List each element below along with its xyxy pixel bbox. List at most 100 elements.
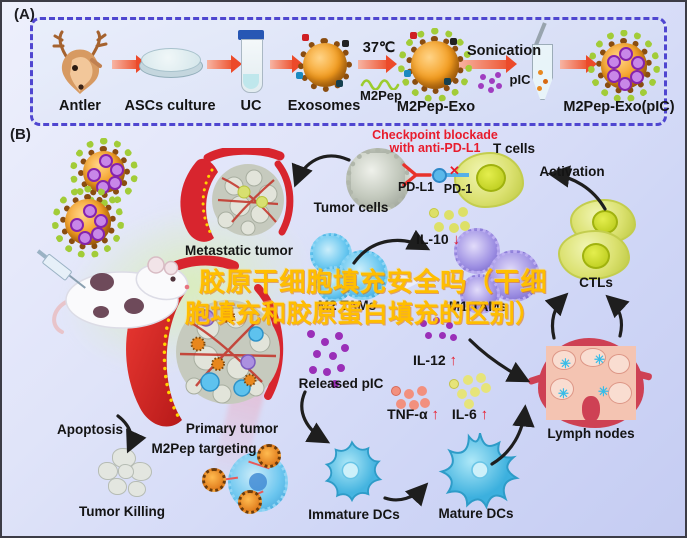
il6-label: IL-6 ↑: [452, 406, 488, 423]
lymph-hilum: [582, 396, 600, 422]
antler-label: Antler: [59, 98, 101, 114]
figure-frame: (A) Antler ASCs culture UC Exosomes 37℃ …: [0, 0, 687, 538]
up-arrow-icon: ↑: [431, 406, 439, 423]
lymph-dc-glyph: ✳: [598, 384, 609, 399]
released-pic-label: Released pIC: [298, 376, 384, 391]
pic-dot: [91, 227, 105, 241]
exosome-body: [411, 41, 459, 89]
il12-dots-cluster: [420, 320, 427, 327]
activation-label: Activation: [539, 164, 605, 179]
m2pep-exo-icon: [398, 28, 472, 102]
watermark-line2: 胞填充和胶原蛋白填充的区别）: [185, 300, 541, 328]
m2pep-label: M2Pep: [360, 88, 402, 103]
panel-a-tag: (A): [14, 6, 35, 23]
il6-dots-cluster: [449, 379, 459, 389]
m2-tam-cell-icon: [316, 266, 352, 302]
pic-dot: [78, 231, 92, 245]
immature-dc-icon: [324, 440, 383, 503]
m2pep-exo-pic-icon: [588, 30, 660, 102]
checkpoint-label-line1: Checkpoint blockade: [372, 128, 498, 142]
pic-dot: [110, 163, 124, 177]
mouse-icon: [52, 256, 190, 334]
exosomes-label: Exosomes: [287, 98, 361, 114]
pic-dot: [631, 56, 645, 70]
anti-pd-l1-antibody-icon: [402, 163, 432, 187]
apoptosis-label: Apoptosis: [57, 422, 123, 437]
tube-cap: [238, 30, 264, 40]
exosome-spikes: [298, 38, 352, 92]
cell-fragment: [108, 478, 127, 495]
m2pep-exo-pic-label: M2Pep-Exo(pIC): [563, 99, 675, 115]
exosome-spikes: [60, 194, 116, 250]
il10-dots-cluster: [429, 208, 439, 218]
flow-arrow-2: [207, 55, 242, 73]
cell-fragment: [128, 481, 146, 497]
tnf-label: TNF-α ↑: [387, 406, 439, 423]
mini-exosome-icon: [238, 490, 262, 514]
pic-dot: [607, 69, 621, 83]
down-arrow-icon: ↓: [452, 231, 461, 248]
pic-dot: [83, 204, 97, 218]
m1-tam-cell-icon: [460, 274, 500, 314]
flow-arrow-6: [560, 55, 597, 73]
exosome-proteins: [302, 34, 309, 41]
exosome-spikes: [406, 36, 464, 94]
flow-arrow-5: [458, 55, 517, 73]
pd-1-receptor-icon: [444, 173, 469, 177]
lymph-dc-glyph: ✳: [594, 352, 605, 367]
tumor-cells-label: Tumor cells: [313, 200, 389, 215]
t-cells-label: T cells: [492, 141, 536, 156]
tumor-killing-label: Tumor Killing: [79, 504, 165, 519]
mature-dc-icon: [438, 432, 520, 510]
ctl-nucleus: [582, 243, 610, 269]
il12-label: IL-12 ↑: [413, 352, 457, 369]
ctls-label: CTLs: [579, 275, 613, 290]
exosome-icon: [298, 34, 352, 92]
deer-antler-icon: [52, 30, 108, 94]
m2pep-fuzz: [52, 186, 124, 258]
m1-tams-label: M1 TAMs: [448, 299, 508, 314]
tnf-dots-cluster: [391, 386, 401, 396]
flow-arrow-3: [270, 55, 303, 73]
uc-label: UC: [240, 98, 262, 114]
primary-tumor-illustration: [126, 271, 284, 427]
cell-nucleus: [249, 473, 267, 491]
il10-text: IL-10: [415, 231, 449, 247]
play-watermark-icon: ▶: [400, 268, 419, 295]
il6-text: IL-6: [451, 406, 477, 422]
il10-label: IL-10 ↓: [416, 231, 460, 248]
petri-lid: [141, 48, 201, 72]
petri-dish-icon: [139, 44, 203, 80]
lymph-lobe: [608, 354, 630, 374]
immature-dcs-label: Immature DCs: [308, 507, 400, 522]
panel-b-tag: (B): [10, 126, 31, 143]
pd-1-label: PD-1: [443, 182, 473, 196]
il12-text: IL-12: [412, 352, 446, 368]
pic-dot: [607, 55, 621, 69]
lymph-nodes-label: Lymph nodes: [547, 426, 635, 441]
ascs-culture-label: ASCs culture: [124, 98, 216, 114]
m2pep-fuzz: [398, 28, 472, 102]
ctl-cell-icon: [558, 230, 630, 280]
primary-tumor-label: Primary tumor: [185, 421, 279, 436]
pic-dot: [630, 70, 644, 84]
metastatic-tumor-illustration: [180, 148, 294, 242]
pic-dot: [619, 47, 633, 61]
flow-arrow-1: [112, 55, 147, 73]
exosome-proteins: [410, 32, 417, 39]
t-cell-nucleus: [476, 164, 506, 192]
watermark-line1: 胶原干细胞填充安全吗（干细: [199, 267, 548, 297]
lymph-lobe: [550, 378, 574, 400]
flow-arrow-4: [358, 55, 397, 73]
killed-tumor-cell-icon: [98, 448, 154, 500]
blocked-x-icon: ✕: [449, 163, 460, 178]
pd-l1-label: PD-L1: [397, 180, 435, 194]
pic-dot: [618, 77, 632, 91]
tube-liquid: [243, 74, 259, 89]
up-arrow-icon: ↑: [480, 406, 489, 423]
pic-dot: [87, 168, 101, 182]
mini-exosome-icon: [202, 468, 226, 492]
pic-dot: [99, 154, 113, 168]
cell-fragment: [98, 462, 118, 480]
sonication-label: Sonication: [466, 43, 542, 59]
